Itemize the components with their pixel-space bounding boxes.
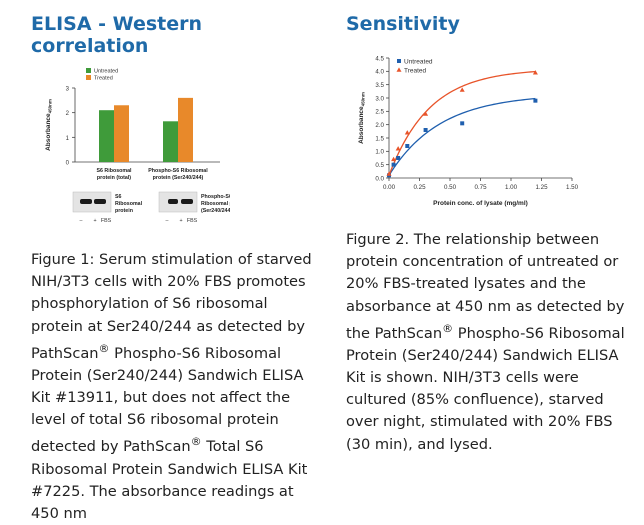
point-treated xyxy=(459,87,465,92)
sc-legend-label-treated: Treated xyxy=(404,67,427,74)
sc-y-axis-label: Absorbance450nm xyxy=(358,92,366,144)
point-untreated xyxy=(423,128,428,132)
point-untreated xyxy=(533,98,538,103)
bar-y-tick-label: 3 xyxy=(66,87,70,93)
western-blot-band xyxy=(80,199,92,204)
bar-category-label: S6 Ribosomal xyxy=(96,168,132,174)
sc-x-axis-label: Protein conc. of lysate (mg/ml) xyxy=(433,200,528,207)
bar-y-tick-label: 2 xyxy=(66,111,70,117)
sc-y-tick-label: 3.5 xyxy=(375,82,384,89)
point-treated xyxy=(404,130,410,135)
blot-label: (Ser240/244) xyxy=(201,208,230,214)
point-treated xyxy=(532,70,538,75)
western-blot-band xyxy=(181,199,193,204)
figure1-caption: Figure 1: Serum stimulation of starved N… xyxy=(31,251,312,522)
point-treated xyxy=(386,171,392,176)
blot-treatment-mark: + xyxy=(93,218,96,224)
blot-treatment-mark: – xyxy=(80,218,83,224)
sc-legend-label-untreated: Untreated xyxy=(404,58,433,65)
bar-category-label: protein (total) xyxy=(97,175,131,181)
sc-y-tick-label: 2.5 xyxy=(375,109,384,116)
bar-treated-1 xyxy=(178,97,193,162)
blot-treatment-mark: FBS xyxy=(187,218,198,224)
bar-category-label: protein (Ser240/244) xyxy=(153,175,204,181)
legend-label-untreated: Untreated xyxy=(94,69,118,75)
fit-curve-untreated xyxy=(388,97,536,176)
bar-y-tick-label: 0 xyxy=(66,161,70,167)
fit-curve-treated xyxy=(388,70,536,176)
blot-label: Ribosomal xyxy=(115,201,143,207)
legend-swatch-treated xyxy=(86,75,91,80)
sc-legend-marker-treated xyxy=(396,67,402,72)
legend-label-treated: Treated xyxy=(94,76,113,82)
sc-x-tick-label: 1.50 xyxy=(566,184,579,191)
bar-category-label: Phospho-S6 Ribosomal xyxy=(148,168,208,174)
point-treated xyxy=(395,146,401,151)
sc-x-tick-label: 1.25 xyxy=(535,184,548,191)
sc-x-tick-label: 0.00 xyxy=(383,184,396,191)
sc-x-tick-label: 0.75 xyxy=(474,184,487,191)
western-blot-band xyxy=(168,199,178,204)
elisa-western-heading: ELISA - Western correlation xyxy=(31,13,202,57)
legend-swatch-untreated xyxy=(86,68,91,73)
point-treated xyxy=(423,111,429,116)
sensitivity-heading: Sensitivity xyxy=(346,13,460,35)
blot-treatment-mark: FBS xyxy=(101,218,112,224)
point-untreated xyxy=(460,121,465,126)
blot-treatment-mark: + xyxy=(179,218,182,224)
bar-treated-0 xyxy=(114,105,129,162)
sc-x-tick-label: 1.00 xyxy=(505,184,518,191)
point-untreated xyxy=(391,162,396,167)
point-untreated xyxy=(405,144,410,148)
sc-x-tick-label: 0.25 xyxy=(413,184,426,191)
sc-y-tick-label: 0.0 xyxy=(375,175,384,182)
sc-y-tick-label: 4.0 xyxy=(375,69,384,76)
sc-y-tick-label: 1.5 xyxy=(375,135,384,142)
sensitivity-scatter-chart: 0.0 0.5 1.0 1.5 2.0 2.5 3.0 3.5 4.0 4.5 0.00 0.25 0.… xyxy=(358,55,579,207)
sc-y-tick-label: 3.0 xyxy=(375,95,384,102)
blot-label: Phospho-S6 xyxy=(201,194,230,200)
sc-y-tick-label: 4.5 xyxy=(375,55,384,62)
bar-untreated-0 xyxy=(99,110,114,162)
blot-label: protein xyxy=(115,208,133,214)
point-untreated xyxy=(396,156,401,160)
bar-y-tick-label: 1 xyxy=(66,136,70,142)
sc-x-tick-label: 0.50 xyxy=(444,184,457,191)
sc-y-tick-label: 0.5 xyxy=(375,162,384,169)
bar-y-axis-label: Absorbance450nm xyxy=(45,99,53,151)
western-blot-band xyxy=(94,199,106,204)
blot-treatment-mark: – xyxy=(166,218,169,224)
sc-y-tick-label: 2.0 xyxy=(375,122,384,129)
bar-untreated-1 xyxy=(163,121,178,162)
point-treated xyxy=(391,156,397,162)
figure2-caption: Figure 2. The relationship between prote… xyxy=(346,231,625,453)
blot-label: Ribosomal protein xyxy=(201,201,230,207)
sc-y-tick-label: 1.0 xyxy=(375,149,384,156)
sc-legend-marker-untreated xyxy=(397,59,401,63)
blot-label: S6 xyxy=(115,194,122,200)
